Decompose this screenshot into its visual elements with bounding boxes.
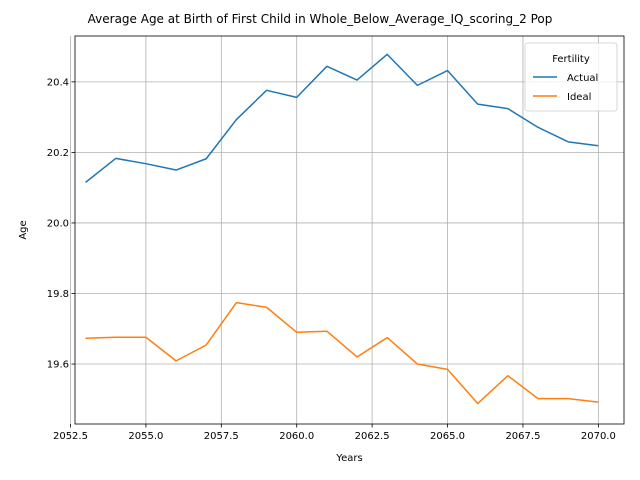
y-tick-label: 20.2 bbox=[47, 148, 69, 159]
x-tick-label: 2052.5 bbox=[53, 431, 88, 442]
series-layer bbox=[85, 53, 599, 405]
x-tick-label: 2057.5 bbox=[204, 431, 239, 442]
x-tick-label: 2067.5 bbox=[505, 431, 540, 442]
x-axis-label: Years bbox=[335, 453, 362, 464]
y-axis: 19.6 19.8 20.0 20.2 20.4 bbox=[47, 77, 75, 371]
x-tick-label: 2062.5 bbox=[355, 431, 390, 442]
legend: Fertility Actual Ideal bbox=[524, 42, 618, 112]
y-axis-label: Age bbox=[18, 220, 29, 239]
x-axis: 2052.5 2055.0 2057.5 2060.0 2062.5 2065.0 2067… bbox=[53, 424, 616, 442]
legend-label-ideal: Ideal bbox=[567, 92, 591, 103]
x-tick-label: 2065.0 bbox=[430, 431, 465, 442]
series-line-ideal bbox=[85, 301, 599, 405]
legend-title: Fertility bbox=[552, 54, 590, 65]
y-tick-label: 20.4 bbox=[47, 77, 69, 88]
y-tick-label: 19.6 bbox=[47, 360, 69, 371]
y-tick-label: 19.8 bbox=[47, 289, 69, 300]
x-tick-label: 2055.0 bbox=[128, 431, 163, 442]
y-tick-label: 20.0 bbox=[47, 218, 69, 229]
plot-frame bbox=[74, 35, 625, 425]
legend-box bbox=[524, 42, 618, 112]
x-tick-label: 2070.0 bbox=[581, 431, 616, 442]
series-line-actual bbox=[85, 53, 599, 183]
legend-label-actual: Actual bbox=[567, 73, 598, 84]
chart-title: Average Age at Birth of First Child in W… bbox=[88, 12, 553, 26]
x-tick-label: 2060.0 bbox=[279, 431, 314, 442]
